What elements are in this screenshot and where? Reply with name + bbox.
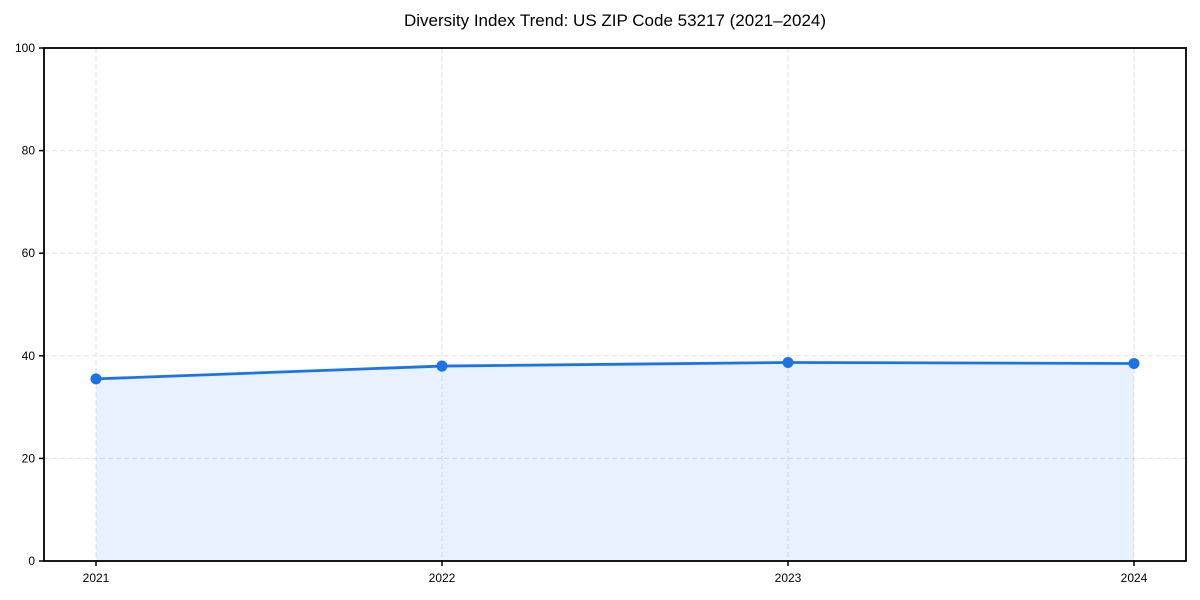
data-point-2023 — [782, 356, 794, 368]
area-fill — [96, 362, 1134, 561]
chart-title: Diversity Index Trend: US ZIP Code 53217… — [403, 11, 827, 30]
plot-border — [43, 47, 1187, 562]
x-tick-label: 2021 — [83, 571, 110, 585]
data-point-2022 — [436, 360, 448, 372]
y-tick-label: 80 — [22, 144, 36, 158]
y-tick-label: 40 — [22, 349, 36, 363]
x-tick-label: 2024 — [1121, 571, 1148, 585]
data-point-2021 — [90, 373, 102, 385]
x-tick-label: 2023 — [775, 571, 802, 585]
y-tick-label: 20 — [22, 451, 36, 465]
y-tick-label: 60 — [22, 246, 36, 260]
x-tick-label: 2022 — [429, 571, 456, 585]
data-point-2024 — [1128, 357, 1140, 369]
y-tick-label: 0 — [28, 554, 35, 568]
y-tick-label: 100 — [15, 41, 35, 55]
trend-line — [94, 361, 1136, 381]
